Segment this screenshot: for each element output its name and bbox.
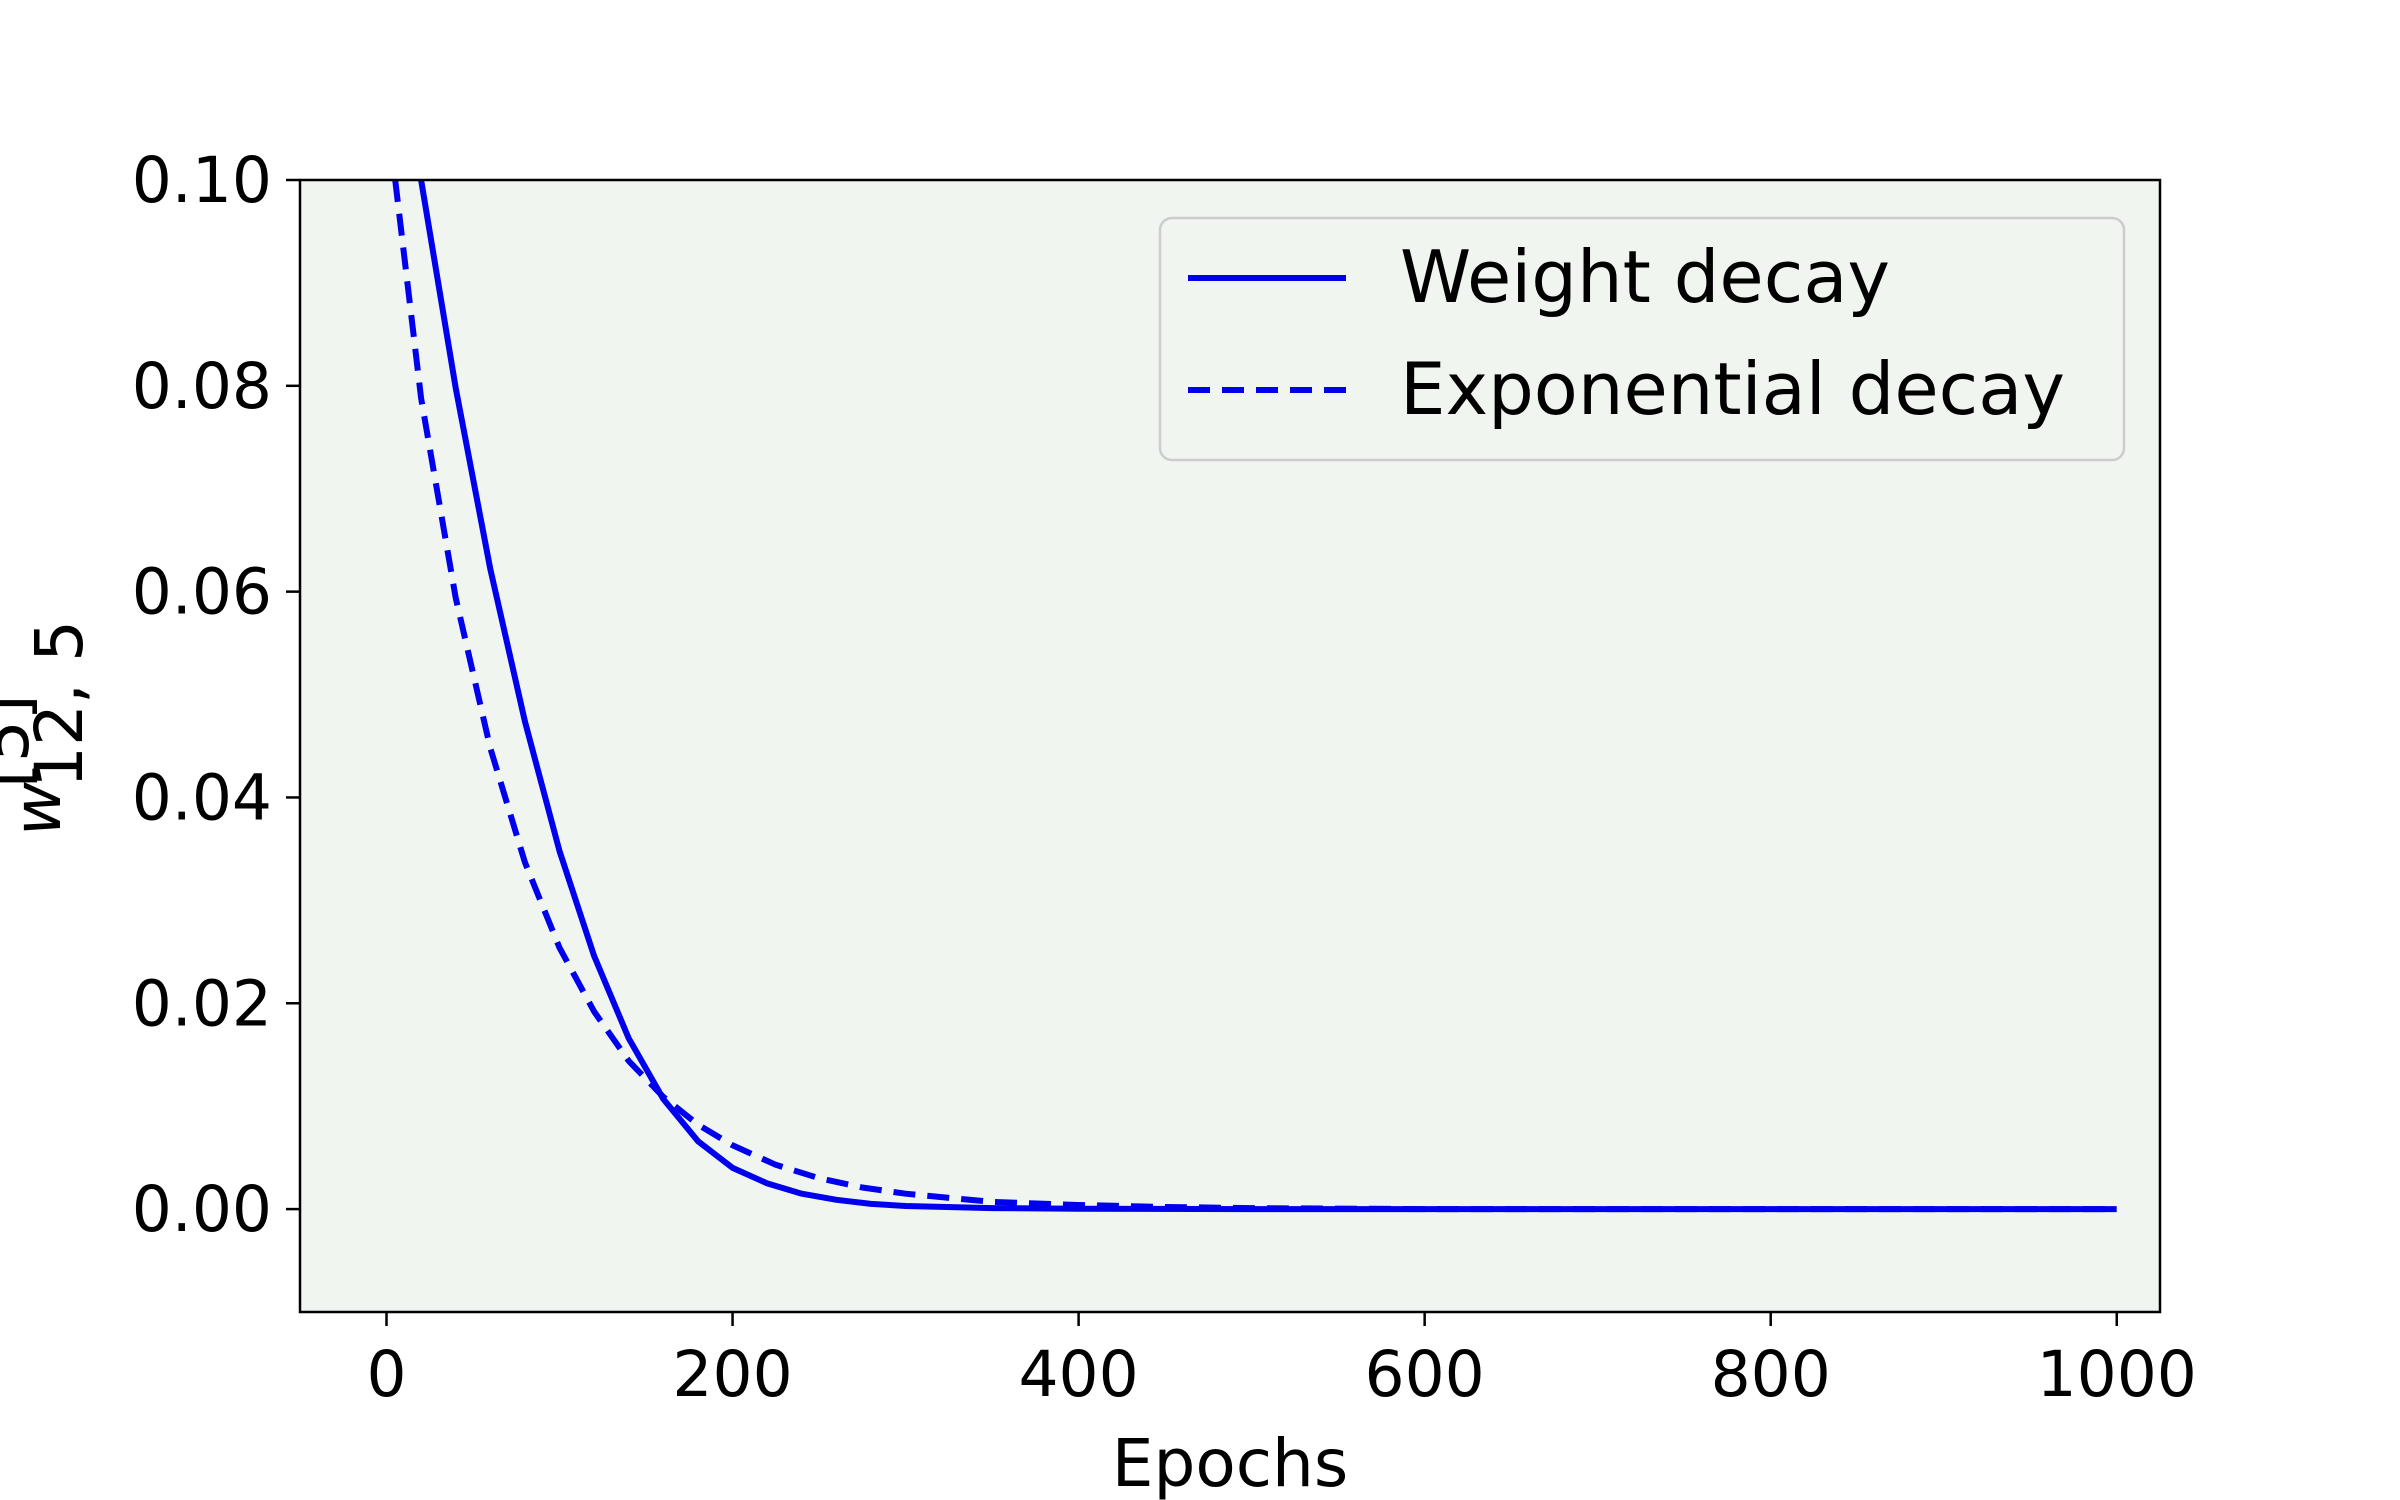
y-axis-label-subscript: 12, 5 [21, 620, 98, 788]
legend-label-weight-decay: Weight decay [1400, 235, 1890, 319]
x-axis: 0 200 400 600 800 1000 [366, 1312, 2197, 1411]
x-tick-label: 800 [1711, 1338, 1831, 1411]
x-axis-label: Epochs [1112, 1425, 1348, 1500]
x-tick-label: 0 [366, 1338, 406, 1411]
y-axis-label-main: w [0, 781, 76, 836]
series-layer [392, 180, 2117, 1213]
x-tick-label: 600 [1365, 1338, 1485, 1411]
y-tick-label: 0.00 [132, 1173, 272, 1246]
x-tick-label: 200 [672, 1338, 792, 1411]
x-tick-label: 1000 [2037, 1338, 2197, 1411]
y-axis-label-superscript: [5] [0, 695, 44, 789]
series-line-exponential-decay [392, 180, 2117, 1213]
legend-box [1158, 216, 2126, 462]
y-axis: 0.00 0.02 0.04 0.06 0.08 0.10 [132, 144, 300, 1246]
legend: Weight decay Exponential decay [1158, 216, 2126, 462]
y-axis-label: w [5] 12, 5 [0, 620, 98, 836]
y-tick-label: 0.02 [132, 967, 272, 1040]
y-tick-label: 0.06 [132, 556, 272, 629]
y-tick-label: 0.04 [132, 761, 272, 834]
y-tick-label: 0.08 [132, 350, 272, 423]
plot-frame [298, 178, 2162, 1314]
x-tick-label: 400 [1018, 1338, 1138, 1411]
legend-label-exponential-decay: Exponential decay [1400, 347, 2065, 431]
y-tick-label: 0.10 [132, 144, 272, 217]
